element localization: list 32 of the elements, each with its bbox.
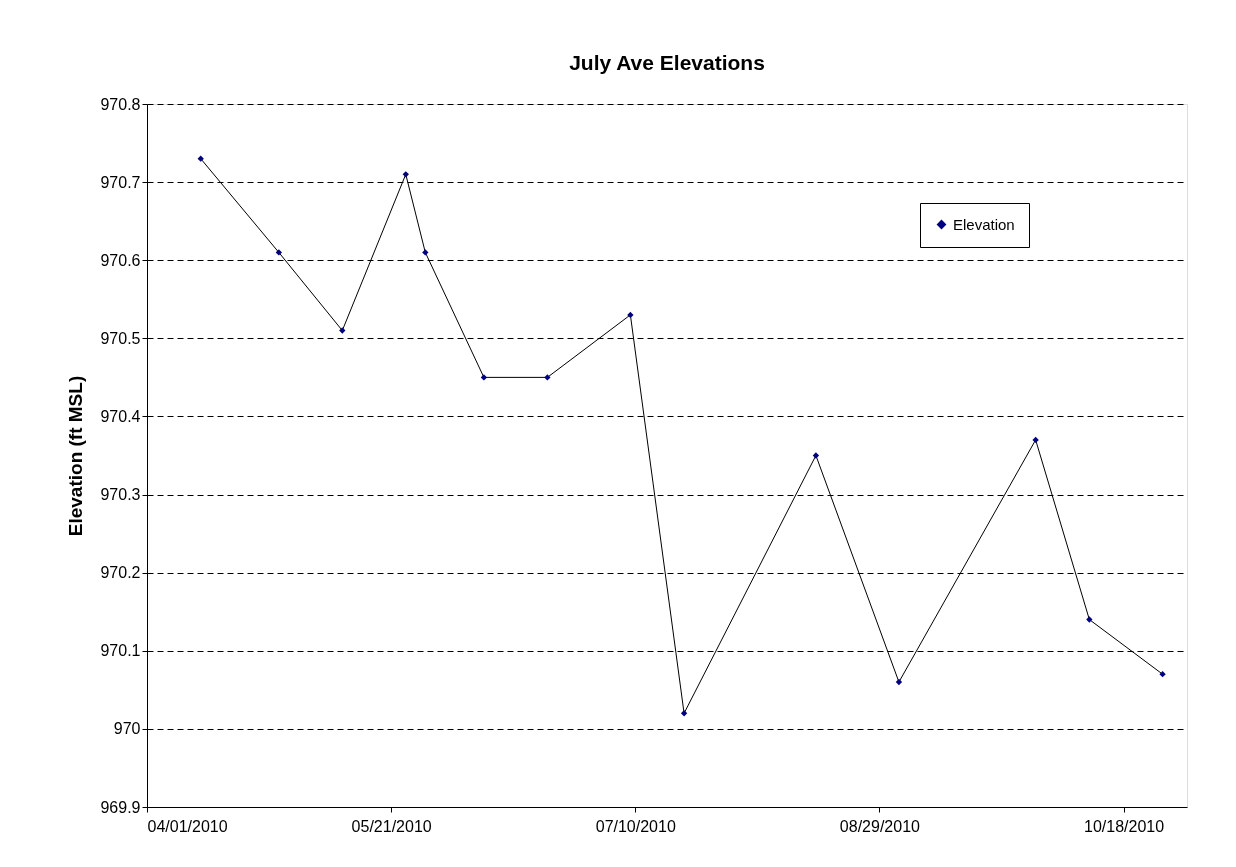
y-tick-label: 970.7 <box>100 173 141 191</box>
y-tick-label: 970.2 <box>100 564 141 582</box>
y-tick-label: 970.8 <box>100 95 141 113</box>
y-tick-label: 969.9 <box>100 798 141 816</box>
point <box>1086 616 1093 623</box>
x-tick-label: 04/01/2010 <box>147 817 228 835</box>
y-tick-label: 970.5 <box>100 329 141 347</box>
y-tick-label: 970.3 <box>100 486 141 504</box>
point <box>544 374 551 381</box>
point <box>402 171 409 178</box>
point <box>627 311 634 319</box>
point <box>480 374 488 381</box>
point <box>339 327 346 334</box>
legend-label: Elevation <box>953 215 1015 233</box>
y-tick-label: 970 <box>113 720 141 738</box>
x-tick-label: 08/29/2010 <box>839 817 921 835</box>
point <box>422 249 429 256</box>
y-tick-label: 970.4 <box>100 407 141 425</box>
point <box>680 710 688 717</box>
point <box>275 249 282 256</box>
x-tick-label: 05/21/2010 <box>351 817 432 835</box>
point <box>197 155 204 162</box>
chart-title: July Ave Elevations <box>569 51 765 74</box>
point <box>895 678 903 686</box>
point <box>1159 671 1166 678</box>
y-tick-label: 970.6 <box>100 251 141 269</box>
x-tick-label: 07/10/2010 <box>595 817 676 835</box>
x-tick-label: 10/18/2010 <box>1083 817 1165 835</box>
point <box>812 452 820 459</box>
y-axis-title: Elevation (ft MSL) <box>65 375 87 537</box>
point <box>1032 436 1039 444</box>
y-tick-label: 970.1 <box>100 642 141 660</box>
